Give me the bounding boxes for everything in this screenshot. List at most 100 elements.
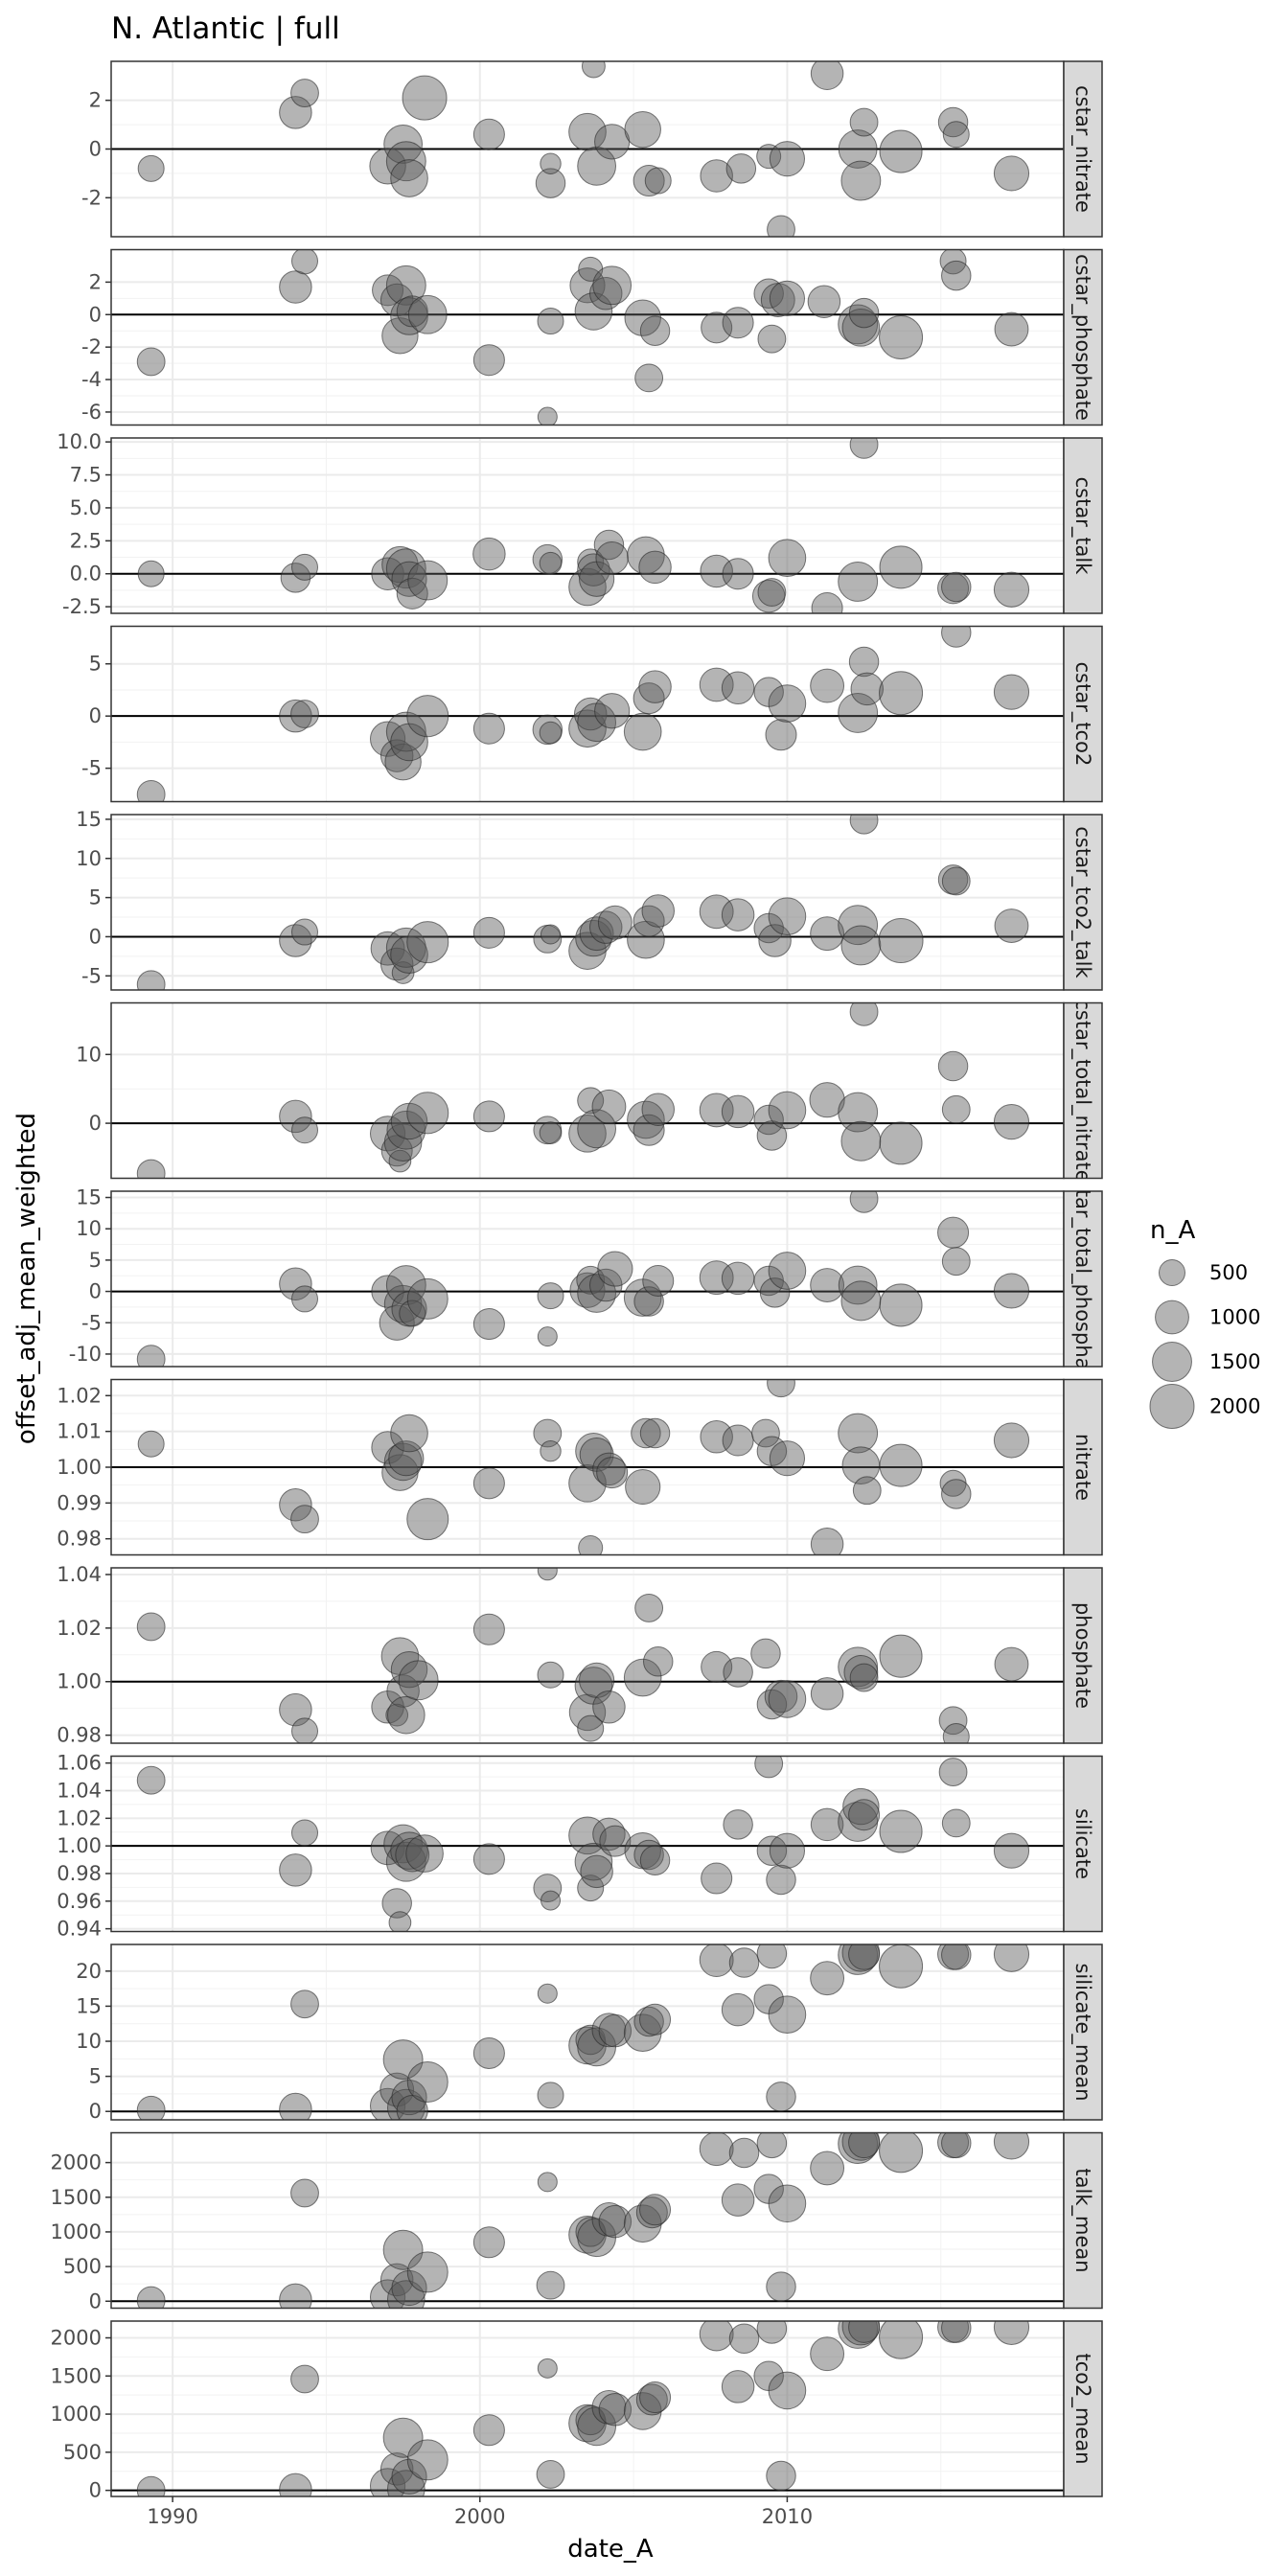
- facet-strip-label: cstar_total_phosphate: [1070, 1167, 1094, 1390]
- data-point: [592, 265, 632, 306]
- data-point: [385, 711, 426, 752]
- data-point: [641, 1092, 675, 1126]
- data-point: [699, 2132, 734, 2167]
- y-tick-label: 0: [89, 2289, 102, 2312]
- data-point: [136, 2095, 166, 2120]
- y-tick-label: 2.5: [70, 529, 102, 552]
- strip-label-group: cstar_talk: [1070, 477, 1094, 576]
- facet-strip-label: cstar_phosphate: [1070, 254, 1094, 421]
- data-point: [291, 553, 319, 581]
- legend-key: [1152, 1342, 1192, 1382]
- data-point: [595, 540, 629, 575]
- data-point: [849, 1191, 879, 1213]
- data-point: [577, 1714, 605, 1742]
- data-point: [593, 529, 625, 561]
- y-tick-label: 15: [76, 1994, 102, 2017]
- y-axis-title: offset_adj_mean_weighted: [12, 1113, 41, 1444]
- y-tick-label: 0.94: [57, 1918, 102, 1941]
- data-point: [849, 1663, 879, 1692]
- data-point: [472, 1843, 505, 1875]
- data-point: [728, 2137, 760, 2169]
- data-point: [383, 125, 424, 164]
- data-point: [291, 1717, 319, 1743]
- data-point: [406, 1277, 448, 1320]
- data-point: [941, 866, 971, 896]
- data-point: [722, 1424, 754, 1457]
- y-tick-label: 5: [89, 1249, 102, 1272]
- y-tick-label: 1.00: [57, 1670, 102, 1693]
- data-point: [699, 894, 734, 930]
- data-point: [769, 141, 806, 177]
- data-point: [396, 295, 428, 328]
- data-point: [942, 121, 970, 149]
- data-point: [810, 2336, 845, 2372]
- y-tick-label: 0: [89, 704, 102, 727]
- data-point: [472, 1100, 505, 1133]
- data-point: [728, 2323, 760, 2355]
- facet-strip-label: cstar_tco2: [1070, 662, 1094, 767]
- data-point: [388, 1911, 412, 1932]
- data-point: [848, 1944, 881, 1970]
- x-tick-label: 1990: [147, 2505, 197, 2528]
- data-point: [721, 898, 755, 932]
- data-point: [623, 1658, 662, 1697]
- data-point: [598, 2013, 632, 2048]
- data-point: [594, 124, 631, 160]
- data-point: [993, 155, 1030, 192]
- data-point: [388, 1440, 425, 1477]
- facet-strip-label: silicate: [1071, 1808, 1094, 1879]
- data-point: [380, 2452, 414, 2486]
- data-point: [537, 308, 564, 335]
- data-point: [472, 712, 505, 745]
- data-point: [994, 908, 1029, 943]
- data-point: [938, 1758, 968, 1786]
- data-point: [840, 1280, 882, 1322]
- data-point: [390, 723, 428, 762]
- data-point: [631, 1417, 661, 1449]
- legend-key: [1159, 1259, 1185, 1286]
- data-point: [879, 671, 924, 716]
- data-point: [639, 2381, 672, 2414]
- data-point: [575, 2024, 606, 2056]
- y-tick-label: 0.96: [57, 1890, 102, 1913]
- data-point: [838, 1413, 879, 1454]
- strip-label-group: nitrate: [1071, 1434, 1094, 1501]
- data-point: [756, 1944, 788, 1969]
- data-point: [700, 159, 733, 193]
- y-tick-label: 0.98: [57, 1724, 102, 1747]
- y-tick-label: 1.04: [57, 1780, 102, 1803]
- panel-background: [111, 1002, 1064, 1179]
- data-point: [399, 1300, 426, 1327]
- data-point: [756, 2321, 788, 2344]
- data-point: [279, 2472, 312, 2496]
- point-layer: [136, 1568, 1029, 1743]
- data-point: [848, 2321, 881, 2343]
- data-point: [848, 1799, 881, 1831]
- data-point: [848, 2132, 881, 2159]
- facet-panel: -2.5 0.0 2.5 5.0 7.5 10.0 cstar_talk: [57, 430, 1103, 618]
- data-point: [840, 925, 882, 966]
- data-point: [725, 153, 757, 184]
- data-point: [539, 1121, 563, 1144]
- data-point: [391, 561, 427, 597]
- point-layer: [136, 2132, 1030, 2309]
- data-point: [838, 692, 879, 733]
- data-point: [406, 1092, 449, 1135]
- data-point: [768, 684, 807, 723]
- y-tick-label: 1.00: [57, 1834, 102, 1857]
- y-tick-label: 1500: [51, 2186, 102, 2209]
- data-point: [382, 2039, 424, 2081]
- data-point: [391, 2079, 427, 2116]
- data-point: [623, 2013, 662, 2053]
- facet-strip-label: cstar_nitrate: [1070, 85, 1094, 213]
- data-point: [941, 1479, 972, 1509]
- data-point: [937, 1050, 969, 1082]
- y-tick-label: -6: [81, 401, 102, 424]
- data-point: [536, 2270, 565, 2300]
- strip-label-group: tco2_mean: [1070, 2353, 1094, 2464]
- y-tick-label: 1.02: [57, 1384, 102, 1407]
- data-point: [759, 1277, 791, 1308]
- point-layer: [136, 2321, 1030, 2496]
- facet-panels: -2 0 2 cstar_nitrate -6 -4 -2 0 2 cstar_phosphate…: [51, 60, 1103, 2528]
- data-point: [634, 1594, 664, 1622]
